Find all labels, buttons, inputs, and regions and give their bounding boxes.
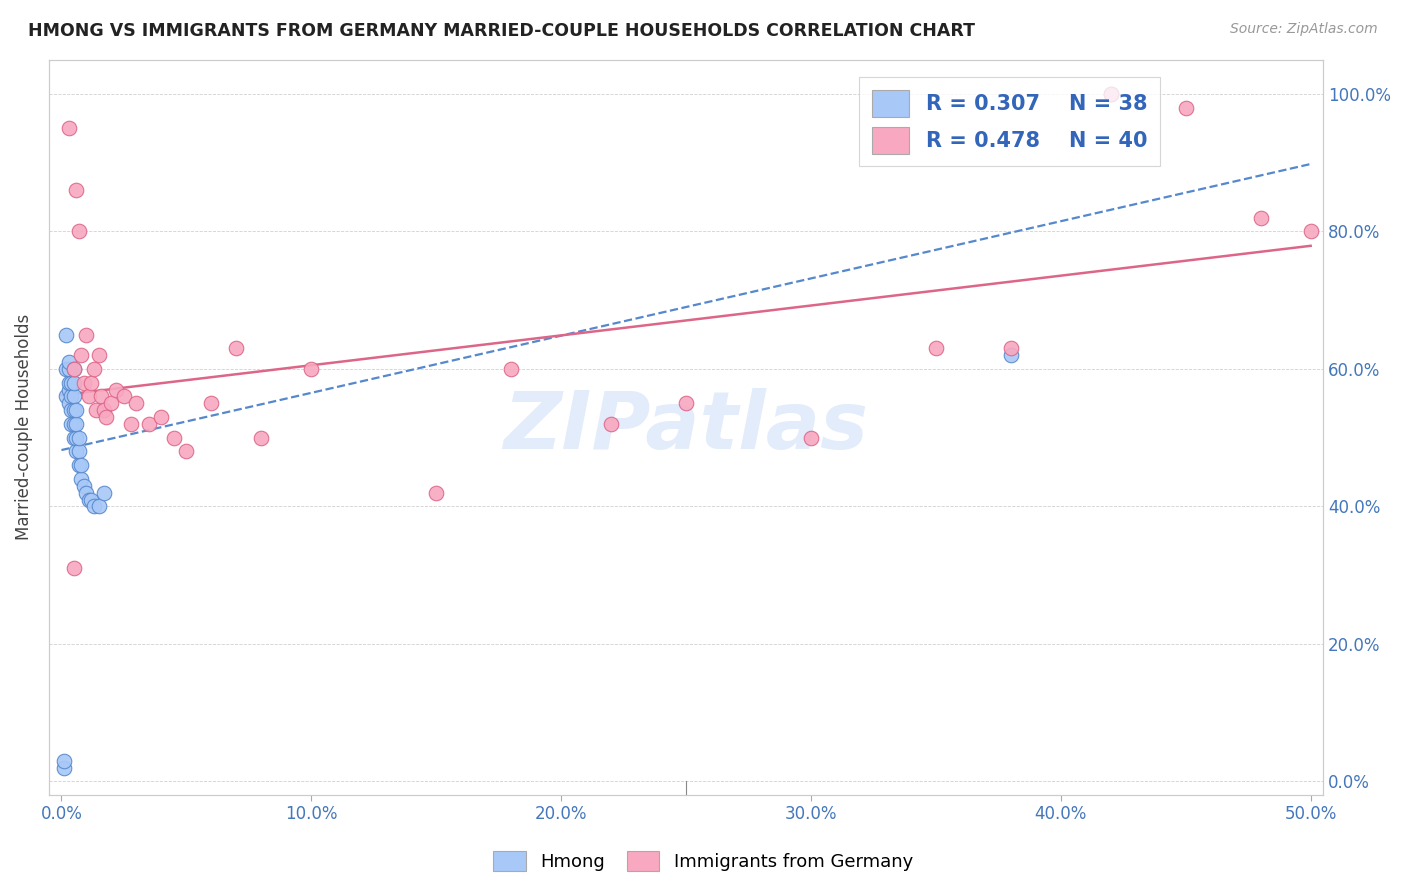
Point [60,376,83,390]
Point [1099,87,1122,101]
Point [63,403,86,417]
Point [425,485,447,500]
Point [1000,348,1022,362]
Point [96,410,118,425]
Point [1174,101,1197,115]
Point [70,458,93,472]
Point [60,403,83,417]
Point [1000,341,1022,355]
Point [73,376,96,390]
Point [600,417,623,431]
Text: ZIPatlas: ZIPatlas [503,388,869,467]
Point [58,396,80,410]
Point [58,355,80,369]
Point [93,403,115,417]
Point [63,376,86,390]
Point [63,431,86,445]
Point [87,348,110,362]
Point [63,417,86,431]
Point [163,431,186,445]
Point [176,444,198,458]
Point [80,376,103,390]
Point [75,485,97,500]
Point [70,348,93,362]
Point [70,472,93,486]
Point [52,754,75,768]
Point [90,389,112,403]
Point [125,396,148,410]
Point [58,383,80,397]
Point [58,376,80,390]
Point [73,479,96,493]
Point [67,444,90,458]
Point [1099,87,1122,101]
Point [299,362,322,376]
Point [55,327,77,342]
Point [120,417,142,431]
Point [83,362,105,376]
Point [55,362,77,376]
Point [83,500,105,514]
Point [200,396,222,410]
Point [80,492,103,507]
Point [77,389,100,403]
Point [105,383,128,397]
Point [1299,224,1322,238]
Point [86,403,108,417]
Point [58,362,80,376]
Text: HMONG VS IMMIGRANTS FROM GERMANY MARRIED-COUPLE HOUSEHOLDS CORRELATION CHART: HMONG VS IMMIGRANTS FROM GERMANY MARRIED… [28,22,976,40]
Text: Source: ZipAtlas.com: Source: ZipAtlas.com [1230,22,1378,37]
Point [65,444,87,458]
Legend: Hmong, Immigrants from Germany: Hmong, Immigrants from Germany [486,844,920,879]
Point [65,403,87,417]
Point [60,417,83,431]
Point [77,492,100,507]
Point [225,341,247,355]
Point [63,362,86,376]
Point [65,431,87,445]
Legend: R = 0.307    N = 38, R = 0.478    N = 40: R = 0.307 N = 38, R = 0.478 N = 40 [859,78,1160,166]
Point [67,458,90,472]
Point [87,500,110,514]
Point [75,327,97,342]
Point [65,183,87,197]
Point [52,761,75,775]
Point [100,396,122,410]
Point [675,396,697,410]
Point [93,485,115,500]
Y-axis label: Married-couple Households: Married-couple Households [15,314,32,541]
Point [67,224,90,238]
Point [58,121,80,136]
Point [60,389,83,403]
Point [1250,211,1272,225]
Point [63,362,86,376]
Point [138,417,160,431]
Point [67,431,90,445]
Point [925,341,948,355]
Point [65,417,87,431]
Point [800,431,823,445]
Point [250,431,273,445]
Point [63,389,86,403]
Point [55,389,77,403]
Point [63,561,86,575]
Point [501,362,523,376]
Point [150,410,173,425]
Point [112,389,135,403]
